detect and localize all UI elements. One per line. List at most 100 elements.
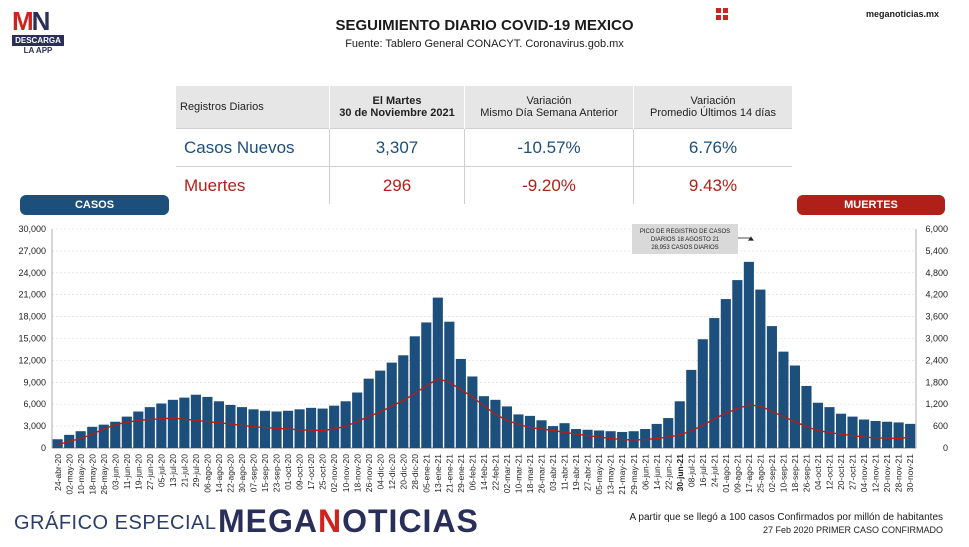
header-date-full: 30 de Noviembre 2021 xyxy=(339,107,455,119)
casos-bar xyxy=(317,408,328,448)
x-tick-label: 29-ene-21 xyxy=(456,454,466,493)
chart-title: SEGUIMIENTO DIARIO COVID-19 MEXICO xyxy=(335,17,634,34)
y-right-tick-label: 600 xyxy=(933,421,948,431)
y-right-tick-label: 4,800 xyxy=(925,268,948,278)
casos-bar xyxy=(179,397,190,448)
x-tick-label: 12-oct-21 xyxy=(825,454,835,490)
header-date: El Martes 30 de Noviembre 2021 xyxy=(329,86,465,129)
x-tick-label: 17-ago-21 xyxy=(744,454,754,493)
x-tick-label: 26-may-20 xyxy=(99,454,109,495)
header-date-day: El Martes xyxy=(372,95,422,107)
casos-bar xyxy=(755,289,766,448)
x-tick-label: 21-jul-20 xyxy=(180,454,190,487)
row-casos-label: Casos Nuevos xyxy=(176,128,330,167)
y-right-tick-label: 4,200 xyxy=(925,290,948,300)
x-tick-label: 11-abr-21 xyxy=(560,454,570,490)
x-tick-label: 27-abr-21 xyxy=(583,454,593,491)
casos-bar xyxy=(582,429,593,448)
casos-bar xyxy=(789,365,800,448)
x-tick-label: 18-may-20 xyxy=(87,454,97,495)
x-tick-label: 28-dic-20 xyxy=(410,454,420,490)
header-var-week-title: Variación xyxy=(526,95,572,107)
brand-n: N xyxy=(318,503,343,539)
logo-m: M xyxy=(12,6,34,36)
casos-bar xyxy=(478,396,489,448)
row-muertes-label: Muertes xyxy=(176,166,330,204)
casos-bar xyxy=(501,406,512,448)
x-tick-label: 20-oct-21 xyxy=(836,454,846,490)
casos-bar xyxy=(812,402,824,448)
x-tick-label: 05-ene-21 xyxy=(421,454,431,493)
casos-bar xyxy=(363,378,374,448)
header-variation-14: Variación Promedio Últimos 14 días xyxy=(633,86,792,129)
casos-bar xyxy=(571,429,582,448)
casos-bar xyxy=(663,418,674,448)
casos-bar xyxy=(110,421,121,448)
casos-bar xyxy=(236,407,248,448)
x-tick-label: 19-abr-21 xyxy=(571,454,581,491)
x-tick-label: 26-nov-20 xyxy=(364,454,374,493)
casos-bar xyxy=(605,431,616,448)
y-right-tick-label: 0 xyxy=(943,443,948,453)
y-left-tick-label: 6,000 xyxy=(23,399,46,409)
x-tick-label: 04-dic-20 xyxy=(375,454,385,490)
casos-bar xyxy=(697,339,708,448)
x-tick-label: 22-feb-21 xyxy=(491,454,501,491)
casos-bar xyxy=(859,419,870,448)
casos-bar xyxy=(87,426,98,448)
row-casos-value: 3,307 xyxy=(329,128,465,167)
casos-bar xyxy=(98,424,109,448)
casos-bar xyxy=(778,351,789,448)
casos-bar xyxy=(835,413,847,448)
x-tick-label: 15-sep-20 xyxy=(260,454,270,493)
x-tick-label: 04-nov-21 xyxy=(859,454,869,493)
x-tick-label: 02-nov-20 xyxy=(329,454,339,493)
footer-note-2: 27 Feb 2020 PRIMER CASO CONFIRMADO xyxy=(762,525,943,535)
x-tick-label: 03-jun-20 xyxy=(110,454,120,490)
x-tick-label: 12-dic-20 xyxy=(387,454,397,490)
y-right-tick-label: 1,800 xyxy=(925,377,948,387)
x-tick-label: 10-mar-21 xyxy=(514,454,524,493)
x-tick-label: 06-ago-20 xyxy=(203,454,213,493)
y-left-tick-label: 21,000 xyxy=(18,290,46,300)
casos-bar xyxy=(375,370,386,448)
annotation-text: 28,953 CASOS DIARIOS xyxy=(651,245,718,251)
y-left-tick-label: 15,000 xyxy=(18,334,46,344)
casos-bar xyxy=(640,429,651,448)
x-tick-label: 30-jun-21 xyxy=(675,454,685,492)
site-url[interactable]: meganoticias.mx xyxy=(865,9,939,19)
x-tick-label: 27-oct-21 xyxy=(848,454,858,490)
x-tick-label: 23-sep-20 xyxy=(272,454,282,493)
x-tick-label: 10-sep-21 xyxy=(779,454,789,493)
x-tick-label: 20-dic-20 xyxy=(398,454,408,490)
x-tick-label: 29-jul-20 xyxy=(191,454,201,487)
x-tick-label: 19-jun-20 xyxy=(133,454,143,490)
muertes-axis-tag: MUERTES xyxy=(797,195,945,215)
x-tick-label: 06-feb-21 xyxy=(468,454,478,491)
chart-source: Fuente: Tablero General CONACYT. Coronav… xyxy=(345,38,624,50)
casos-bar xyxy=(190,394,201,448)
casos-bar xyxy=(294,409,305,448)
casos-bar xyxy=(329,405,340,448)
covid-chart: 30,000 27,000 24,000 21,000 18,000 15,000 12,0… xyxy=(18,224,948,495)
x-tick-label: 24-abr-20 xyxy=(53,454,63,491)
casos-bar xyxy=(743,261,754,448)
row-muertes-value: 296 xyxy=(329,166,465,204)
y-left-tick-label: 18,000 xyxy=(18,312,46,322)
x-tick-label: 13-may-21 xyxy=(606,454,616,495)
row-casos: Casos Nuevos 3,307 -10.57% 6.76% xyxy=(176,128,792,167)
casos-bar xyxy=(202,396,213,448)
x-tick-label: 04-oct-21 xyxy=(813,454,823,490)
x-tick-label: 07-sep-20 xyxy=(249,454,259,493)
x-tick-label: 09-oct-20 xyxy=(295,454,305,490)
x-tick-label: 02-may-20 xyxy=(64,454,74,495)
x-tick-label: 22-ago-20 xyxy=(226,454,236,493)
app-logo[interactable]: MN DESCARGA LA APP xyxy=(12,8,64,55)
y-left-tick-label: 12,000 xyxy=(18,355,46,365)
casos-bar xyxy=(824,407,835,448)
footer-note-1: A partir que se llegó a 100 casos Confir… xyxy=(629,512,943,523)
x-tick-label: 08-jul-21 xyxy=(686,454,696,487)
x-tick-label: 13-ene-21 xyxy=(433,454,443,493)
annotation-text: DIARIOS 18 AGOSTO 21 xyxy=(651,237,720,243)
casos-bar xyxy=(559,423,570,448)
